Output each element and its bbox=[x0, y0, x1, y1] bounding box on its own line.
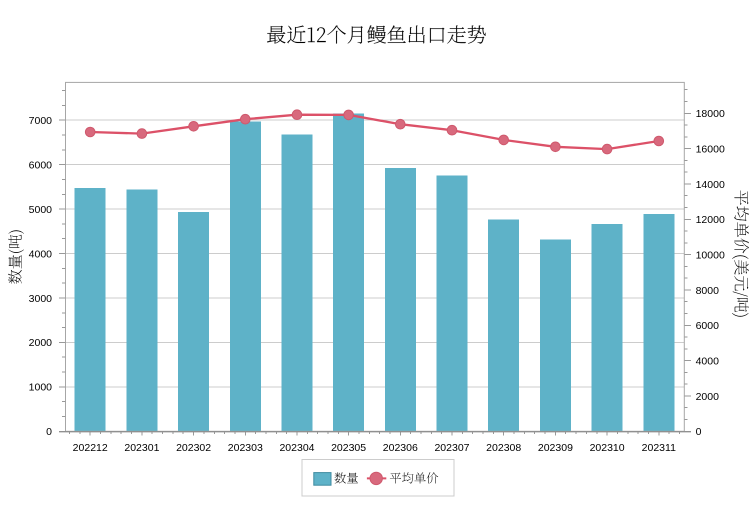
svg-text:7000: 7000 bbox=[29, 115, 53, 127]
svg-text:202306: 202306 bbox=[383, 442, 418, 454]
svg-text:202212: 202212 bbox=[73, 442, 108, 454]
svg-text:0: 0 bbox=[696, 426, 702, 438]
svg-text:202303: 202303 bbox=[228, 442, 263, 454]
svg-text:0: 0 bbox=[46, 426, 52, 438]
svg-text:6000: 6000 bbox=[696, 320, 720, 332]
svg-text:202304: 202304 bbox=[279, 442, 314, 454]
svg-text:5000: 5000 bbox=[29, 204, 53, 216]
svg-text:2000: 2000 bbox=[29, 337, 53, 349]
svg-text:18000: 18000 bbox=[696, 108, 725, 120]
svg-text:202308: 202308 bbox=[486, 442, 521, 454]
svg-text:14000: 14000 bbox=[696, 179, 725, 191]
svg-text:4000: 4000 bbox=[29, 248, 53, 260]
svg-text:202301: 202301 bbox=[124, 442, 159, 454]
svg-text:10000: 10000 bbox=[696, 249, 725, 261]
svg-text:6000: 6000 bbox=[29, 159, 53, 171]
svg-text:202307: 202307 bbox=[434, 442, 469, 454]
svg-text:202311: 202311 bbox=[642, 442, 676, 454]
svg-text:1000: 1000 bbox=[29, 382, 53, 394]
svg-text:3000: 3000 bbox=[29, 293, 53, 305]
svg-text:8000: 8000 bbox=[696, 285, 720, 297]
svg-text:12000: 12000 bbox=[696, 214, 725, 226]
svg-text:202305: 202305 bbox=[331, 442, 366, 454]
svg-text:2000: 2000 bbox=[696, 391, 720, 403]
svg-text:4000: 4000 bbox=[696, 355, 720, 367]
svg-text:202310: 202310 bbox=[590, 442, 625, 454]
svg-text:202309: 202309 bbox=[538, 442, 573, 454]
svg-text:16000: 16000 bbox=[696, 143, 725, 155]
svg-text:202302: 202302 bbox=[176, 442, 211, 454]
